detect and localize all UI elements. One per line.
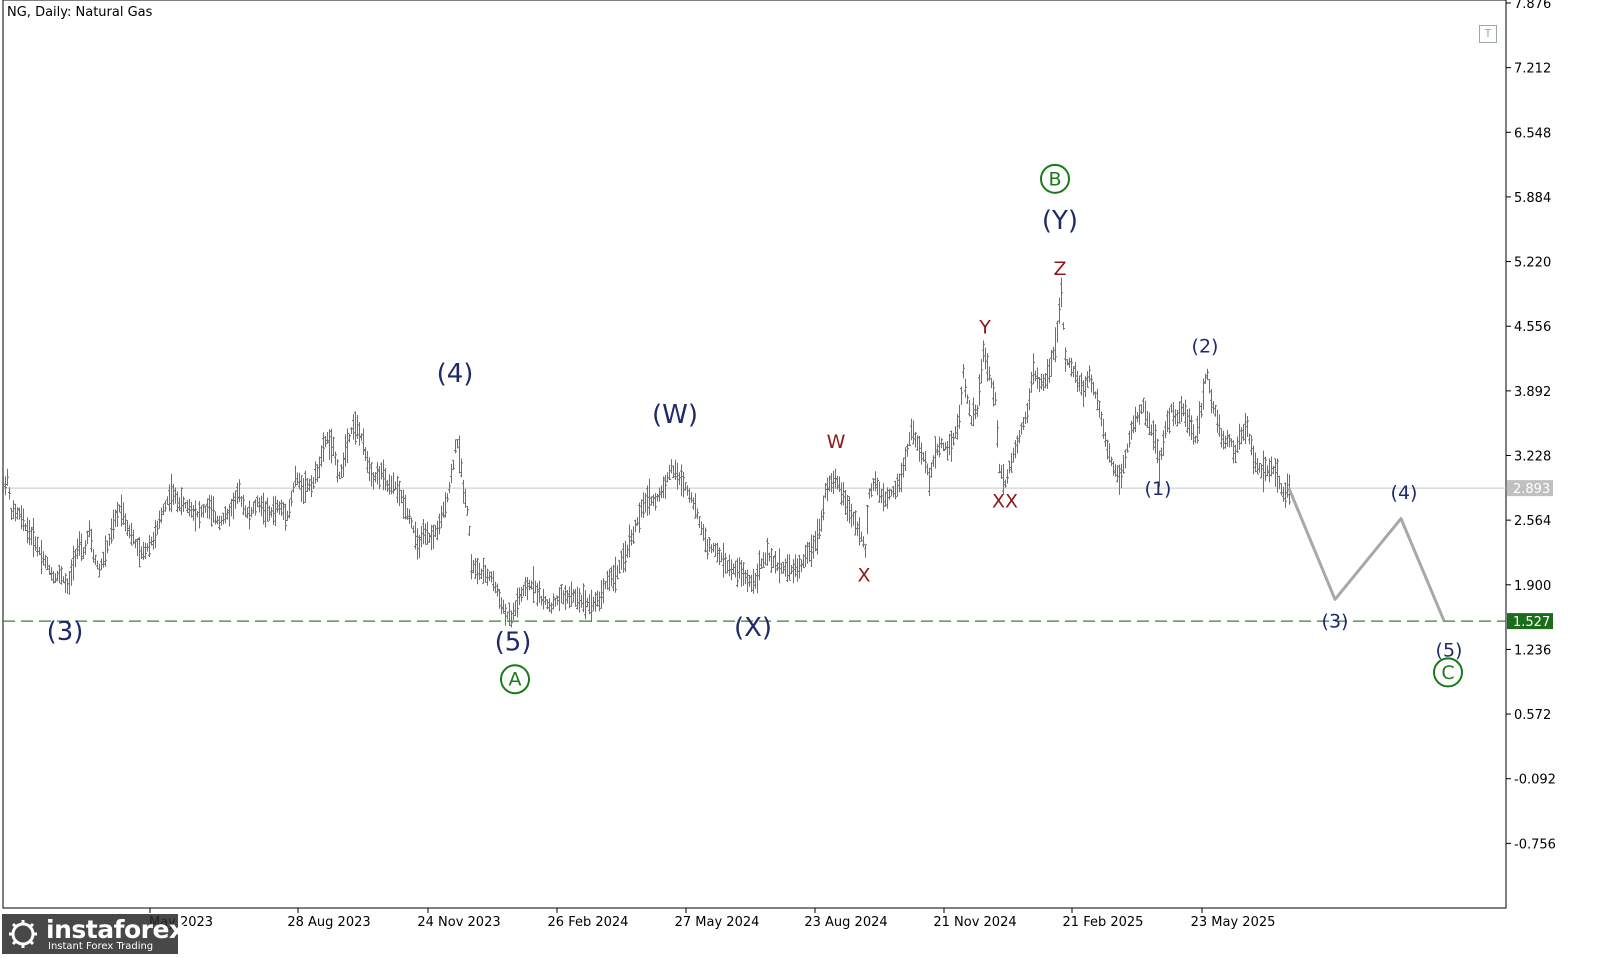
price-tag-bg <box>1507 480 1553 497</box>
y-tick-label: -0.092 <box>1514 773 1556 788</box>
watermark-brand: instaforex <box>46 915 185 944</box>
wave-label: (X) <box>734 613 772 643</box>
y-tick-label: 7.876 <box>1514 0 1551 12</box>
chart-title: NG, Daily: Natural Gas <box>7 5 153 20</box>
wave-projection <box>1287 487 1446 622</box>
y-tick-label: 3.228 <box>1514 450 1551 465</box>
y-tick-label: 7.212 <box>1514 62 1551 77</box>
wave-label: (W) <box>652 400 698 430</box>
label-circle <box>1433 657 1463 688</box>
plot-frame <box>2 0 1507 909</box>
x-tick-label: 21 Nov 2024 <box>933 915 1016 930</box>
wave-label: Z <box>1053 258 1066 280</box>
wave-label: (Y) <box>1042 206 1078 236</box>
y-tick-label: 0.572 <box>1514 708 1551 723</box>
wave-label: (3) <box>1322 610 1349 632</box>
y-tick-label: 2.564 <box>1514 514 1551 529</box>
wave-label: (3) <box>47 617 84 647</box>
x-tick-label: 27 May 2024 <box>675 915 760 930</box>
y-tick-label: 6.548 <box>1514 126 1551 141</box>
wave-label: XX <box>992 491 1018 513</box>
label-circle <box>1040 163 1070 194</box>
label-letter: C <box>1441 662 1454 684</box>
y-tick-label: -0.756 <box>1514 837 1556 852</box>
wave-label: (2) <box>1192 336 1219 358</box>
label-circle <box>500 664 530 695</box>
label-letter: B <box>1048 168 1061 190</box>
support-level-tag: 1.527 <box>1507 613 1553 630</box>
circled-wave-label-c: C <box>1433 657 1463 688</box>
y-tick-label: 4.556 <box>1514 320 1551 335</box>
reference-lines <box>3 487 1506 622</box>
y-tick-label: 1.900 <box>1514 579 1551 594</box>
x-tick-label: 23 Aug 2024 <box>804 915 887 930</box>
wave-labels: (3) (4) (5) (W) (X) (Y) W X Y XX Z (1) (2) (3) (4) (5) A… <box>47 163 1463 695</box>
price-tag-text: 2.893 <box>1513 482 1550 497</box>
price-bars <box>2 277 1291 628</box>
wave-label: (5) <box>1436 639 1463 661</box>
circled-wave-label-b: B <box>1040 163 1070 194</box>
watermark: instaforex Instant Forex Trading <box>2 914 185 954</box>
x-tick-label: 24 Nov 2023 <box>417 915 500 930</box>
time-axis[interactable]: May 2023 28 Aug 2023 24 Nov 2023 26 Feb 202… <box>149 908 1275 930</box>
x-tick-label: 23 May 2025 <box>1191 915 1276 930</box>
trade-panel-icon[interactable]: T <box>1479 25 1497 43</box>
price-axis[interactable]: 7.876 7.212 6.548 5.884 5.220 4.556 3.892 3.228… <box>1506 0 1556 852</box>
wave-label: W <box>827 431 846 453</box>
current-price-tag: 2.893 <box>1507 480 1553 497</box>
wave-label: (4) <box>437 359 474 389</box>
circled-wave-label-a: A <box>500 664 530 695</box>
y-tick-label: 1.236 <box>1514 643 1551 658</box>
level-tag-text: 1.527 <box>1513 615 1550 630</box>
wave-label: (5) <box>495 628 532 658</box>
wave-label: (4) <box>1391 482 1418 504</box>
x-tick-label: 28 Aug 2023 <box>287 915 370 930</box>
wave-label: X <box>857 565 870 587</box>
projection-path <box>1287 487 1446 622</box>
wave-label: (1) <box>1145 478 1172 500</box>
y-tick-label: 5.220 <box>1514 256 1551 271</box>
wave-label: Y <box>978 316 991 338</box>
x-tick-label: 21 Feb 2025 <box>1063 915 1144 930</box>
watermark-tagline: Instant Forex Trading <box>48 941 154 952</box>
y-tick-label: 5.884 <box>1514 191 1551 206</box>
label-letter: A <box>509 669 522 691</box>
y-tick-label: 3.892 <box>1514 385 1551 400</box>
x-tick-label: 26 Feb 2024 <box>548 915 629 930</box>
instaforex-logo-icon <box>9 920 37 948</box>
ohlc-bars <box>2 277 1291 628</box>
level-tag-bg <box>1507 613 1553 630</box>
